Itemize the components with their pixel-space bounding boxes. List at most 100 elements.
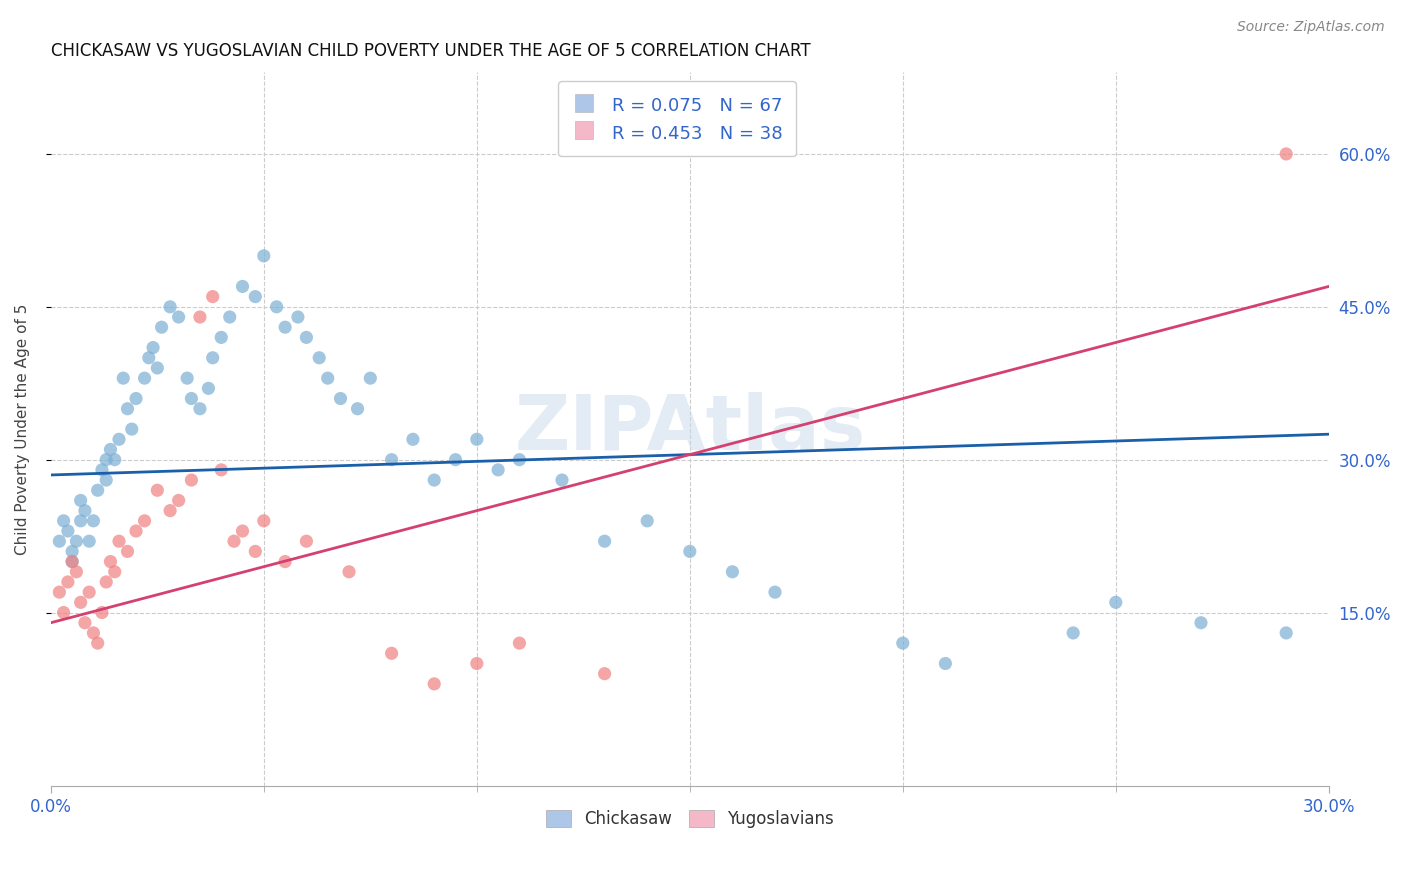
Point [96,473,118,487]
Point [146,483,169,498]
Text: CHICKASAW VS YUGOSLAVIAN CHILD POVERTY UNDER THE AGE OF 5 CORRELATION CHART: CHICKASAW VS YUGOSLAVIAN CHILD POVERTY U… [51,42,810,60]
Point [231,279,253,293]
Point [308,351,330,365]
Point [231,524,253,538]
Point [108,432,131,446]
Point [1105,595,1128,609]
Point [77,585,100,599]
Point [359,371,381,385]
Point [329,392,352,406]
Point [1189,615,1212,630]
Point [201,351,224,365]
Point [763,585,786,599]
Point [142,341,165,355]
Point [209,330,232,344]
Point [60,544,83,558]
Text: Source: ZipAtlas.com: Source: ZipAtlas.com [1237,20,1385,34]
Point [593,534,616,549]
Point [402,432,425,446]
Point [108,534,131,549]
Point [159,300,181,314]
Point [69,595,91,609]
Point [721,565,744,579]
Point [52,606,75,620]
Point [274,555,297,569]
Point [180,392,202,406]
Point [65,565,87,579]
Point [82,514,104,528]
Point [104,565,127,579]
Point [77,534,100,549]
Point [86,483,108,498]
Point [201,290,224,304]
Point [551,473,574,487]
Point [508,452,530,467]
Point [222,534,245,549]
Point [253,249,276,263]
Point [60,555,83,569]
Point [274,320,297,334]
Point [636,514,658,528]
Point [381,452,404,467]
Point [188,401,211,416]
Point [423,677,446,691]
Point [60,555,83,569]
Point [465,657,488,671]
Point [891,636,914,650]
Point [69,514,91,528]
Point [934,657,956,671]
Point [104,452,127,467]
Point [167,493,190,508]
Point [253,514,276,528]
Point [56,524,79,538]
Point [245,290,267,304]
Point [48,585,70,599]
Point [52,514,75,528]
Point [218,310,240,324]
Point [197,381,219,395]
Point [117,401,139,416]
Point [69,493,91,508]
Point [444,452,467,467]
Point [679,544,702,558]
Point [91,606,114,620]
Point [1275,626,1298,640]
Point [100,555,122,569]
Point [465,432,488,446]
Point [100,442,122,457]
Point [295,534,318,549]
Point [1062,626,1084,640]
Point [117,544,139,558]
Point [96,452,118,467]
Point [337,565,360,579]
Point [316,371,339,385]
Point [48,534,70,549]
Point [65,534,87,549]
Point [134,371,156,385]
Point [346,401,368,416]
Point [82,626,104,640]
Point [73,503,96,517]
Point [209,463,232,477]
Point [266,300,288,314]
Point [91,463,114,477]
Point [593,666,616,681]
Point [96,574,118,589]
Point [1275,147,1298,161]
Point [167,310,190,324]
Point [508,636,530,650]
Point [423,473,446,487]
Legend: Chickasaw, Yugoslavians: Chickasaw, Yugoslavians [538,803,841,835]
Point [287,310,309,324]
Point [486,463,509,477]
Point [146,361,169,376]
Point [56,574,79,589]
Point [180,473,202,487]
Point [150,320,173,334]
Point [245,544,267,558]
Point [73,615,96,630]
Point [188,310,211,324]
Point [112,371,135,385]
Point [121,422,143,436]
Text: ZIPAtlas: ZIPAtlas [515,392,866,467]
